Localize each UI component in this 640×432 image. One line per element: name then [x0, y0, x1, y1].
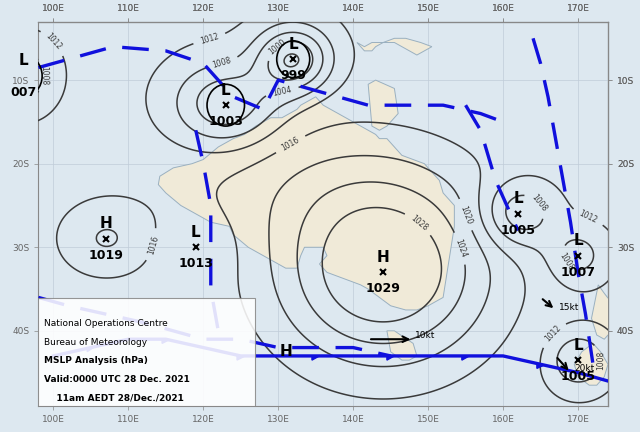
- Text: 20kt: 20kt: [574, 364, 595, 373]
- Text: Bureau of Meteorology: Bureau of Meteorology: [44, 338, 147, 347]
- Polygon shape: [387, 331, 417, 360]
- Text: L: L: [191, 225, 200, 240]
- Text: H: H: [377, 250, 390, 265]
- Text: L: L: [513, 191, 523, 206]
- FancyBboxPatch shape: [38, 299, 255, 406]
- Text: 1016: 1016: [146, 235, 160, 255]
- Text: 1029: 1029: [365, 283, 401, 295]
- Text: 11am AEDT 28/Dec./2021: 11am AEDT 28/Dec./2021: [44, 393, 184, 402]
- Text: L: L: [573, 337, 583, 353]
- Text: 007: 007: [10, 86, 36, 99]
- Polygon shape: [537, 363, 544, 368]
- Text: H: H: [279, 344, 292, 359]
- Text: L: L: [289, 37, 298, 52]
- Text: L: L: [573, 233, 583, 248]
- Polygon shape: [158, 97, 454, 310]
- Text: 15kt: 15kt: [559, 303, 580, 312]
- Text: 1013: 1013: [179, 257, 213, 270]
- Polygon shape: [237, 356, 244, 360]
- Text: L: L: [221, 83, 230, 98]
- Polygon shape: [357, 38, 432, 55]
- Polygon shape: [87, 347, 95, 352]
- Text: 1019: 1019: [88, 249, 124, 262]
- Text: 1028: 1028: [409, 213, 429, 232]
- Text: 1016: 1016: [280, 136, 301, 153]
- Text: 1008: 1008: [211, 56, 232, 70]
- Text: 1012: 1012: [199, 32, 220, 46]
- Text: Valid:0000 UTC 28 Dec. 2021: Valid:0000 UTC 28 Dec. 2021: [44, 375, 190, 384]
- Text: 1008: 1008: [529, 193, 548, 213]
- Text: 1008: 1008: [557, 251, 575, 272]
- Polygon shape: [387, 356, 394, 360]
- Polygon shape: [162, 339, 170, 343]
- Text: National Operations Centre: National Operations Centre: [44, 319, 168, 328]
- Text: 1012: 1012: [577, 209, 598, 226]
- Text: MSLP Analysis (hPa): MSLP Analysis (hPa): [44, 356, 148, 365]
- Text: 1005: 1005: [500, 224, 536, 237]
- Text: 10kt: 10kt: [415, 330, 436, 340]
- Text: H: H: [99, 216, 112, 232]
- Text: 1000: 1000: [267, 37, 288, 56]
- Text: 1003: 1003: [209, 115, 243, 128]
- Polygon shape: [462, 356, 469, 360]
- Polygon shape: [574, 343, 608, 385]
- Text: L: L: [19, 54, 28, 68]
- Polygon shape: [312, 356, 319, 360]
- Polygon shape: [591, 285, 616, 339]
- Text: 1008: 1008: [39, 66, 49, 85]
- Text: 1005: 1005: [561, 370, 596, 383]
- Text: 1020: 1020: [458, 204, 473, 225]
- Text: 1007: 1007: [561, 266, 596, 279]
- Polygon shape: [368, 80, 398, 130]
- Text: 1012: 1012: [543, 324, 563, 344]
- Text: 1024: 1024: [454, 238, 468, 259]
- Text: 999: 999: [280, 69, 306, 82]
- Text: 1012: 1012: [44, 32, 63, 52]
- Text: 1004: 1004: [272, 85, 292, 98]
- Text: 1008: 1008: [596, 351, 605, 370]
